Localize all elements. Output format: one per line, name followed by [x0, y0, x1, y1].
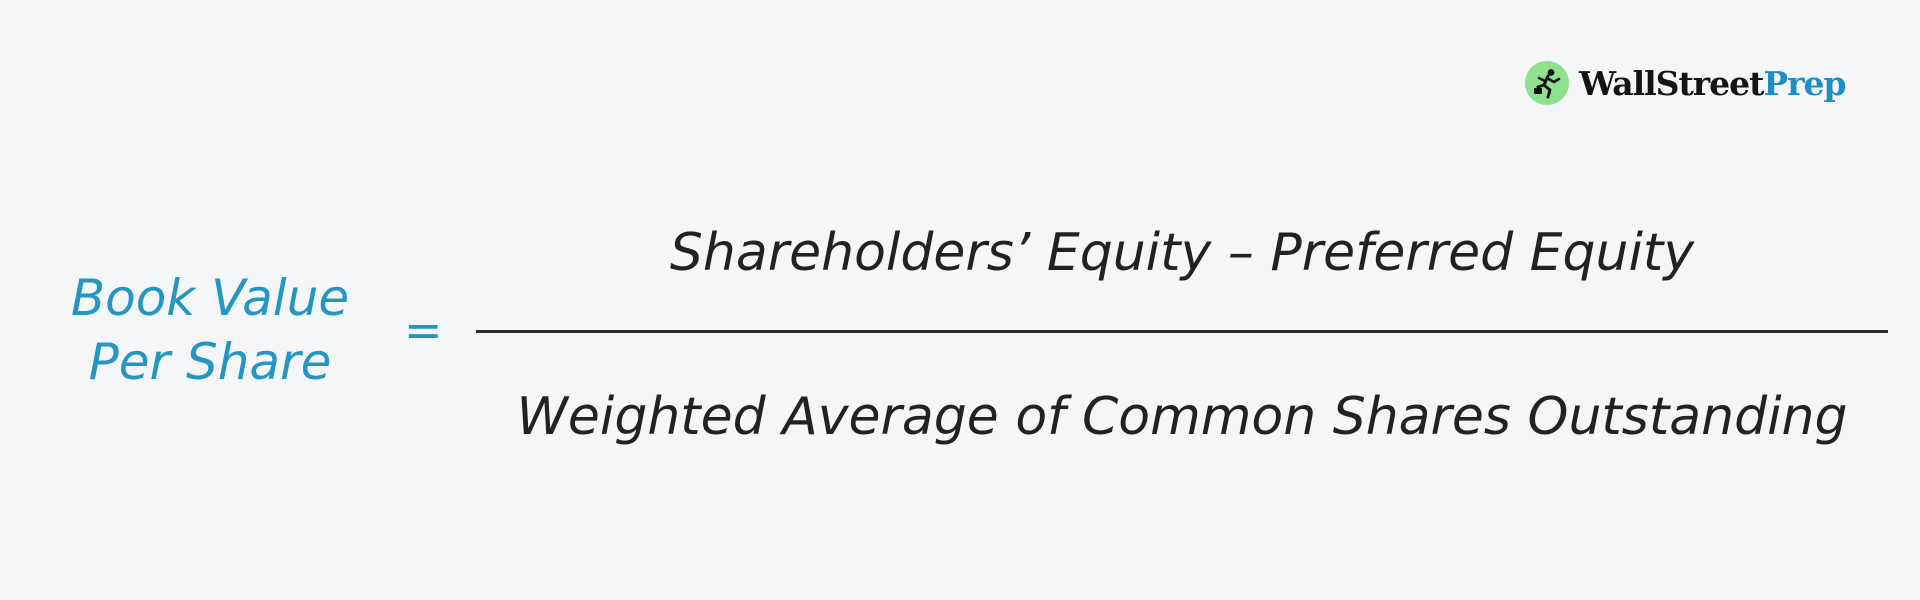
running-figure-icon	[1525, 61, 1569, 105]
lhs-line-1: Book Value	[70, 269, 350, 327]
brand-logo: WallStreetPrep	[1525, 58, 1847, 108]
brand-word-street: Street	[1655, 63, 1765, 103]
fraction-numerator: Shareholders’ Equity – Preferred Equity	[669, 223, 1695, 283]
formula-left-side: Book Value Per Share	[50, 266, 370, 394]
brand-word-wall: Wall	[1579, 63, 1657, 103]
fraction-bar	[476, 330, 1888, 333]
brand-word-prep: Prep	[1763, 63, 1846, 103]
equals-sign: =	[404, 303, 443, 357]
fraction-denominator: Weighted Average of Common Shares Outsta…	[516, 387, 1848, 447]
lhs-line-2: Per Share	[88, 333, 332, 391]
brand-wordmark: WallStreetPrep	[1579, 63, 1847, 103]
